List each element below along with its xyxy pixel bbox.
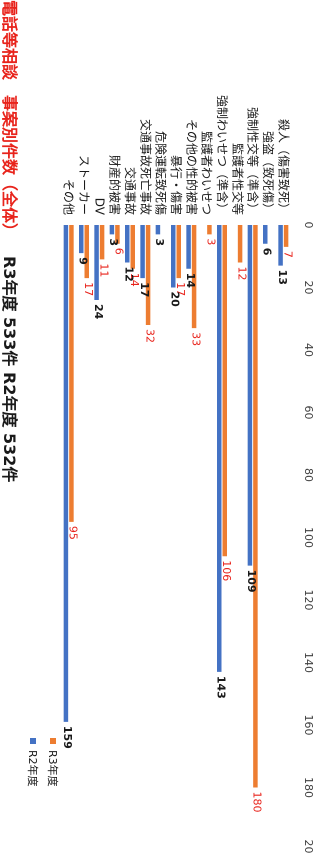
- category-label-2: 強盗（致死傷）: [261, 131, 276, 215]
- data-label-r2-1: 13: [276, 270, 289, 285]
- bar-r3-3: [253, 225, 258, 788]
- data-label-r3-8: 17: [174, 282, 187, 296]
- bar-r3-10: [145, 225, 151, 325]
- legend-swatch-r3: [50, 738, 56, 744]
- data-label-r2-12: 3: [107, 238, 120, 246]
- x-tick-label-180: 180: [302, 777, 315, 798]
- category-label-5: 強制わいせつ（準含）: [215, 95, 230, 215]
- chart-title-part-3: R3年度 533件 R2年度 532件: [0, 256, 19, 482]
- category-label-10: 交通事故死亡事故: [138, 119, 153, 215]
- data-label-r3-13: 11: [97, 263, 110, 277]
- data-label-r2-10: 17: [138, 282, 151, 297]
- bar-r2-8: [171, 225, 176, 288]
- x-tick-label-160: 160: [302, 715, 315, 736]
- bar-r2-9: [155, 225, 161, 235]
- category-label-12: 財産的被害: [108, 155, 123, 215]
- chart-title-part-1: 電話等相談: [0, 0, 19, 81]
- bar-r2-2: [263, 225, 268, 244]
- x-tick-label-100: 100: [302, 527, 315, 548]
- data-label-r3-14: 17: [82, 282, 95, 296]
- data-label-r2-3: 109: [245, 570, 258, 593]
- bar-r3-4: [237, 225, 243, 263]
- x-tick-label-0: 0: [302, 222, 315, 229]
- category-label-1: 殺人（傷害致死）: [276, 119, 291, 215]
- bar-r3-8: [176, 225, 181, 279]
- bars: [63, 225, 289, 788]
- bar-r3-11: [130, 225, 135, 269]
- bar-r3-13: [99, 225, 105, 260]
- bar-r3-1: [283, 225, 289, 247]
- data-label-r3-7: 33: [189, 332, 202, 346]
- bar-r3-7: [191, 225, 197, 329]
- category-label-9: 危険運転致死傷: [154, 131, 169, 215]
- legend: R3年度 R2年度: [26, 738, 60, 787]
- x-tick-label-80: 80: [302, 468, 315, 482]
- bar-r3-5: [222, 225, 227, 557]
- x-tick-label-20: 20: [302, 281, 315, 295]
- data-label-r3-6: 3: [205, 238, 218, 245]
- data-label-r3-12: 6: [113, 248, 126, 255]
- bar-r2-5: [217, 225, 222, 672]
- category-label-7: その他の性的被害: [184, 119, 199, 215]
- bar-r2-15: [63, 225, 69, 722]
- data-label-r3-4: 12: [235, 267, 248, 281]
- category-label-13: DV: [92, 198, 106, 216]
- data-label-r2-15: 159: [61, 726, 74, 749]
- bar-r2-10: [140, 225, 145, 279]
- bar-r3-15: [69, 225, 74, 522]
- data-label-r3-3: 180: [251, 792, 264, 813]
- data-label-r3-1: 7: [281, 251, 294, 258]
- bar-r2-13: [94, 225, 99, 300]
- data-label-r3-11: 14: [128, 273, 141, 287]
- x-tick-label-200: 200: [302, 840, 315, 854]
- bar-r3-6: [207, 225, 212, 235]
- x-tick-label-60: 60: [302, 406, 315, 420]
- x-tick-label-120: 120: [302, 590, 315, 611]
- legend-swatch-r2: [30, 738, 36, 744]
- category-label-3: 強制性交等（準含）: [246, 107, 261, 215]
- data-label-r3-10: 32: [143, 329, 156, 343]
- data-label-r2-8: 20: [169, 292, 182, 308]
- x-axis-tick-labels: 0 20 40 60 80 100 120 140 160 180 200: [302, 222, 315, 854]
- bar-r2-14: [79, 225, 84, 254]
- bar-r3-14: [84, 225, 89, 279]
- data-label-r2-13: 24: [92, 304, 105, 320]
- data-label-r2-7: 14: [184, 273, 197, 289]
- category-label-14: ストーカー: [77, 155, 91, 215]
- x-tick-label-40: 40: [302, 343, 315, 357]
- bar-r2-7: [186, 225, 191, 269]
- data-label-r2-2: 6: [261, 248, 274, 256]
- chart-title: 電話等相談 事案別件数（全体） R3年度 533件 R2年度 532件: [0, 0, 19, 482]
- legend-label-r2: R2年度: [26, 750, 40, 787]
- bar-r2-3: [247, 225, 253, 566]
- data-label-r2-14: 9: [77, 257, 90, 265]
- data-label-r2-9: 3: [153, 238, 166, 246]
- data-labels: 7180121063331732146111795136109143142031…: [61, 238, 294, 812]
- category-label-8: 暴行・傷害: [169, 155, 184, 215]
- bar-r2-12: [109, 225, 115, 235]
- chart-title-part-2: 事案別件数（全体）: [0, 95, 19, 239]
- category-labels: 殺人（傷害致死）強盗（致死傷）強制性交等（準含）監護者性交等強制わいせつ（準含）…: [62, 95, 292, 216]
- data-label-r2-5: 143: [215, 676, 228, 699]
- bar-r3-12: [115, 225, 120, 244]
- category-label-15: その他: [62, 179, 76, 215]
- data-label-r2-11: 12: [123, 267, 136, 282]
- category-label-4: 監護者性交等: [230, 143, 245, 215]
- data-label-r3-5: 106: [220, 560, 233, 581]
- data-label-r3-15: 95: [67, 526, 80, 540]
- category-label-6: 監護者わいせつ: [200, 131, 215, 215]
- bar-r2-11: [125, 225, 130, 263]
- x-tick-label-140: 140: [302, 652, 315, 673]
- legend-label-r3: R3年度: [46, 750, 60, 787]
- bar-r2-1: [278, 225, 283, 266]
- category-label-11: 交通事故: [123, 167, 138, 215]
